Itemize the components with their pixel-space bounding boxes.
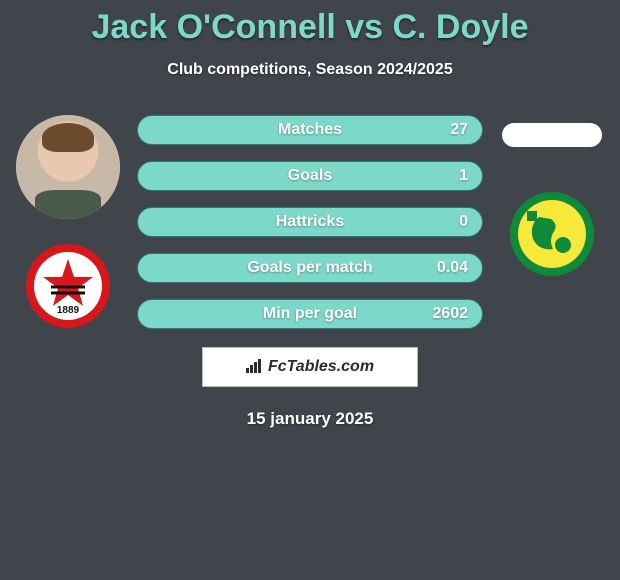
comparison-content: 1889 Matches 27 Goals 1 Hattricks 0 xyxy=(0,115,620,429)
club-crest-right xyxy=(509,191,595,277)
stat-bar: Matches 27 xyxy=(137,115,483,145)
left-column: 1889 xyxy=(8,115,128,329)
date-text: 15 january 2025 xyxy=(0,409,620,429)
page-title: Jack O'Connell vs C. Doyle xyxy=(0,0,620,47)
stat-label: Goals xyxy=(288,167,332,185)
stat-bar: Hattricks 0 xyxy=(137,207,483,237)
stat-value: 27 xyxy=(450,121,468,139)
stat-value: 2602 xyxy=(432,305,468,323)
club-crest-left: 1889 xyxy=(25,243,111,329)
player-photo-left xyxy=(16,115,120,219)
player-photo-right-placeholder xyxy=(502,123,602,147)
club-year: 1889 xyxy=(57,305,80,316)
stat-label: Matches xyxy=(278,121,342,139)
brand-text: FcTables.com xyxy=(268,358,374,376)
stat-label: Goals per match xyxy=(247,259,372,277)
stat-label: Min per goal xyxy=(263,305,357,323)
stat-value: 0.04 xyxy=(437,259,468,277)
right-column xyxy=(492,115,612,277)
chart-icon xyxy=(246,359,264,376)
stat-bar: Goals 1 xyxy=(137,161,483,191)
stat-bar: Min per goal 2602 xyxy=(137,299,483,329)
avatar xyxy=(16,115,120,219)
stat-value: 0 xyxy=(459,213,468,231)
brand-box: FcTables.com xyxy=(202,347,418,387)
subtitle: Club competitions, Season 2024/2025 xyxy=(0,61,620,79)
stat-label: Hattricks xyxy=(276,213,344,231)
stat-bar: Goals per match 0.04 xyxy=(137,253,483,283)
stat-bars: Matches 27 Goals 1 Hattricks 0 Goals per… xyxy=(137,115,483,329)
stat-value: 1 xyxy=(459,167,468,185)
